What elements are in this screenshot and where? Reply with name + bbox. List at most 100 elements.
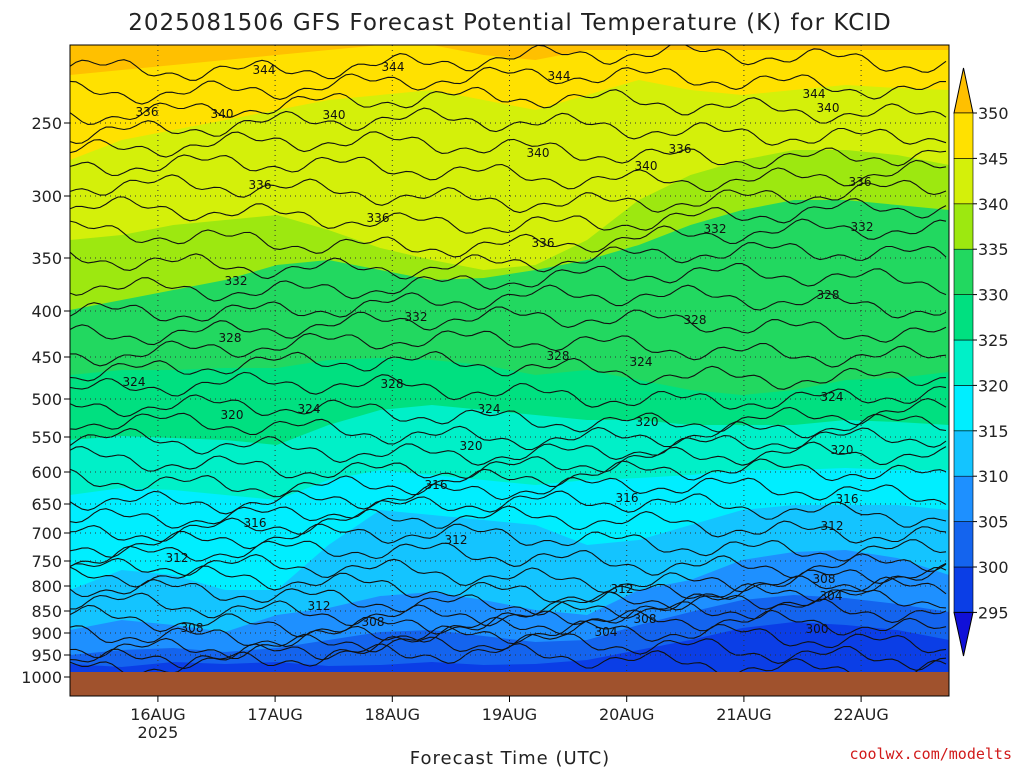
- legend-swatch: [953, 203, 974, 250]
- contour-label: 328: [684, 313, 707, 327]
- contour-label: 316: [244, 516, 267, 530]
- contour-line: [70, 262, 947, 302]
- legend-arrow-bottom: [953, 611, 974, 657]
- legend-label: 310: [978, 467, 1009, 486]
- legend-label: 320: [978, 376, 1009, 395]
- legend-arrow-top: [953, 67, 974, 114]
- contour-line: [70, 154, 947, 193]
- contour-label: 344: [548, 69, 571, 83]
- contour-line: [70, 427, 947, 466]
- contour-label: 336: [669, 142, 692, 156]
- contour-label: 308: [634, 612, 657, 626]
- y-tick-label: 900: [31, 624, 62, 643]
- legend-label: 335: [978, 240, 1009, 259]
- contour-line: [70, 643, 947, 682]
- contour-label: 340: [527, 146, 550, 160]
- contour-label: 340: [635, 159, 658, 173]
- contour-line: [70, 66, 947, 105]
- contour-label: 336: [532, 236, 555, 250]
- y-tick-label: 350: [31, 249, 62, 268]
- contour-label: 340: [323, 108, 346, 122]
- contour-line: [70, 174, 947, 214]
- legend-swatch: [953, 112, 974, 159]
- x-axis-label: Forecast Time (UTC): [410, 748, 610, 768]
- x-tick-year: 2025: [138, 723, 179, 742]
- y-tick-label: 850: [31, 602, 62, 621]
- legend-label: 340: [978, 195, 1009, 214]
- legend-swatch: [953, 294, 974, 341]
- legend-label: 305: [978, 513, 1009, 532]
- x-tick-label: 19AUG: [482, 705, 537, 724]
- y-tick-label: 300: [31, 187, 62, 206]
- contour-line: [70, 131, 947, 170]
- y-tick-label: 800: [31, 577, 62, 596]
- contour-line: [70, 371, 947, 410]
- color-legend: 295 300 305 310 315 320 325 330 335 340 345 350: [953, 67, 1009, 657]
- contour-label: 324: [298, 402, 321, 416]
- contour-line: [70, 598, 947, 638]
- y-tick-label: 650: [31, 495, 62, 514]
- contour-line: [70, 589, 947, 627]
- contour-label: 328: [547, 349, 570, 363]
- contour-label: 320: [636, 415, 659, 429]
- legend-label: 315: [978, 422, 1009, 441]
- legend-label: 295: [978, 603, 1009, 622]
- y-axis: 250 300 350 400 450 500 550 600 650 700 750 800 850 9…: [21, 114, 70, 687]
- y-tick-label: 1000: [21, 668, 62, 687]
- contour-line: [70, 441, 947, 479]
- x-tick-label: 16AUG: [130, 705, 185, 724]
- contour-line: [70, 458, 947, 498]
- x-tick-label: 21AUG: [716, 705, 771, 724]
- contour-line: [70, 196, 947, 234]
- contour-line: [70, 86, 947, 125]
- contour-label: 304: [595, 625, 618, 639]
- contour-label: 316: [425, 478, 448, 492]
- contour-line: [70, 284, 947, 322]
- contour-label: 320: [221, 408, 244, 422]
- legend-swatch: [953, 248, 974, 295]
- legend-label: 350: [978, 104, 1009, 123]
- contour-label: 308: [362, 615, 385, 629]
- contour-label: 312: [611, 582, 634, 596]
- contour-label: 344: [803, 87, 826, 101]
- contour-line: [70, 412, 947, 451]
- contour-label: 336: [249, 178, 272, 192]
- x-tick-label: 18AUG: [365, 705, 420, 724]
- contour-label: 332: [225, 274, 248, 288]
- contour-label: 320: [460, 439, 483, 453]
- legend-swatch: [953, 521, 974, 568]
- legend-label: 300: [978, 558, 1009, 577]
- credit-text[interactable]: coolwx.com/modelts: [849, 745, 1012, 763]
- contour-label: 316: [836, 492, 859, 506]
- contour-label: 324: [821, 390, 844, 404]
- y-tick-label: 450: [31, 348, 62, 367]
- contour-label: 308: [181, 621, 204, 635]
- contour-label: 328: [817, 288, 840, 302]
- contour-label: 324: [630, 355, 653, 369]
- contour-label: 332: [405, 310, 428, 324]
- contour-line: [70, 351, 947, 390]
- legend-swatch: [953, 430, 974, 477]
- contour-line: [70, 107, 947, 146]
- contour-line: [70, 554, 947, 593]
- contour-line: [70, 45, 947, 81]
- contour-label: 320: [831, 443, 854, 457]
- y-tick-label: 950: [31, 646, 62, 665]
- contour-label: 344: [382, 60, 405, 74]
- contour-line: [70, 218, 947, 258]
- contour-line: [70, 477, 947, 515]
- contour-line: [70, 620, 947, 660]
- contour-label: 328: [381, 377, 404, 391]
- chart-title: 2025081506 GFS Forecast Potential Temper…: [128, 10, 892, 36]
- contour-label: 312: [308, 599, 331, 613]
- y-tick-label: 250: [31, 114, 62, 133]
- legend-label: 345: [978, 149, 1009, 168]
- contour-line: [70, 306, 947, 346]
- contour-label: 304: [820, 589, 843, 603]
- legend-label: 330: [978, 286, 1009, 305]
- y-tick-label: 500: [31, 390, 62, 409]
- contour-label: 312: [166, 551, 189, 565]
- legend-swatch: [953, 158, 974, 205]
